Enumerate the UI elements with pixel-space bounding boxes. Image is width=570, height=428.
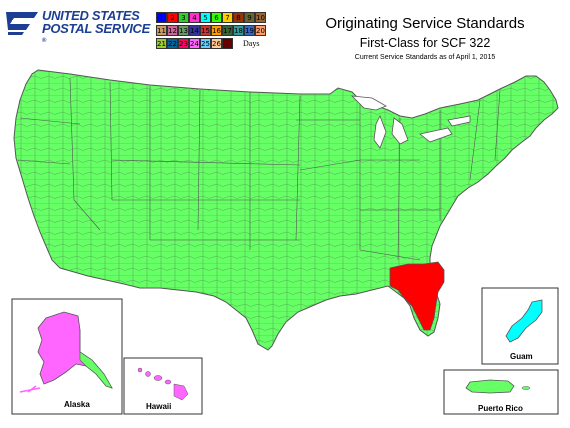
- legend-swatch-1: 1: [156, 12, 167, 23]
- legend-swatch-19: 19: [244, 25, 255, 36]
- legend-row-1: 1 2 3 4 5 6 7 8 9 10: [156, 12, 266, 25]
- hawaii-big-island: [173, 383, 189, 401]
- aleutian-islands: [19, 385, 41, 393]
- standards-note: Current Service Standards as of April 1,…: [354, 54, 496, 61]
- legend-swatch-12: 12: [167, 25, 178, 36]
- guam-label: Guam: [510, 352, 533, 361]
- legend-row-2: 11 12 13 14 15 16 17 18 19 20: [156, 25, 266, 38]
- legend-row-3: 21 22 23 24 25 26 Days: [156, 38, 266, 51]
- great-lakes: [350, 95, 471, 149]
- legend-swatch-9: 9: [244, 12, 255, 23]
- legend-swatch-5: 5: [200, 12, 211, 23]
- legend-swatch-7: 7: [222, 12, 233, 23]
- days-legend: 1 2 3 4 5 6 7 8 9 10 11 12 13 14 15 16 17 18 19 20 21 22 23 2…: [156, 12, 266, 51]
- legend-swatch-23: 23: [178, 38, 189, 49]
- legend-swatch-10: 10: [255, 12, 266, 23]
- page-title: Originating Service Standards: [325, 15, 525, 32]
- state-borders: [17, 77, 501, 261]
- legend-swatch-3: 3: [178, 12, 189, 23]
- legend-swatch-25: 25: [200, 38, 211, 49]
- logo-line-2: POSTAL SERVICE: [42, 21, 151, 36]
- hawaii-inset: [123, 357, 203, 415]
- registered-mark: ®: [42, 38, 47, 44]
- hawaii-label: Hawaii: [146, 402, 172, 411]
- title-block: Originating Service Standards First-Clas…: [300, 15, 550, 63]
- legend-swatch-6: 6: [211, 12, 222, 23]
- hawaii-island-1: [137, 367, 143, 373]
- hawaii-island-3: [153, 375, 163, 381]
- usps-wordmark: UNITED STATES POSTAL SERVICE ®: [42, 9, 150, 48]
- hawaii-frame: [123, 357, 203, 415]
- guam-inset: [481, 287, 559, 365]
- puerto-rico-inset: [443, 369, 559, 415]
- hawaii-island-2: [145, 371, 151, 377]
- legend-swatch-21: 21: [156, 38, 167, 49]
- legend-swatch-26: 26: [211, 38, 222, 49]
- days-label: Days: [243, 39, 260, 48]
- vieques-island: [521, 386, 531, 390]
- legend-swatch-17: 17: [222, 25, 233, 36]
- legend-swatch-24: 24: [189, 38, 200, 49]
- hawaii-island-4: [164, 379, 172, 385]
- legend-swatch-20: 20: [255, 25, 266, 36]
- legend-swatch-4: 4: [189, 12, 200, 23]
- origin-region: [389, 261, 445, 331]
- legend-swatch-14: 14: [189, 25, 200, 36]
- legend-swatch-over-26: [222, 38, 233, 49]
- legend-swatch-2: 2: [167, 12, 178, 23]
- puerto-rico-label: Puerto Rico: [478, 404, 523, 413]
- legend-swatch-13: 13: [178, 25, 189, 36]
- legend-swatch-11: 11: [156, 25, 167, 36]
- contiguous-us: [13, 69, 559, 351]
- guam-region: [505, 299, 543, 343]
- logo-line-1: UNITED STATES: [42, 8, 140, 23]
- page-subtitle: First-Class for SCF 322: [359, 36, 491, 50]
- eagle-icon: [6, 12, 38, 35]
- legend-swatch-22: 22: [167, 38, 178, 49]
- alaska-label: Alaska: [64, 400, 90, 409]
- alaska-se-region: [79, 330, 113, 389]
- alaska-inset: [11, 298, 123, 415]
- legend-swatch-16: 16: [211, 25, 222, 36]
- usps-logo: UNITED STATES POSTAL SERVICE ®: [4, 8, 150, 44]
- legend-swatch-15: 15: [200, 25, 211, 36]
- legend-swatch-18: 18: [233, 25, 244, 36]
- legend-swatch-8: 8: [233, 12, 244, 23]
- puerto-rico-region: [465, 379, 515, 394]
